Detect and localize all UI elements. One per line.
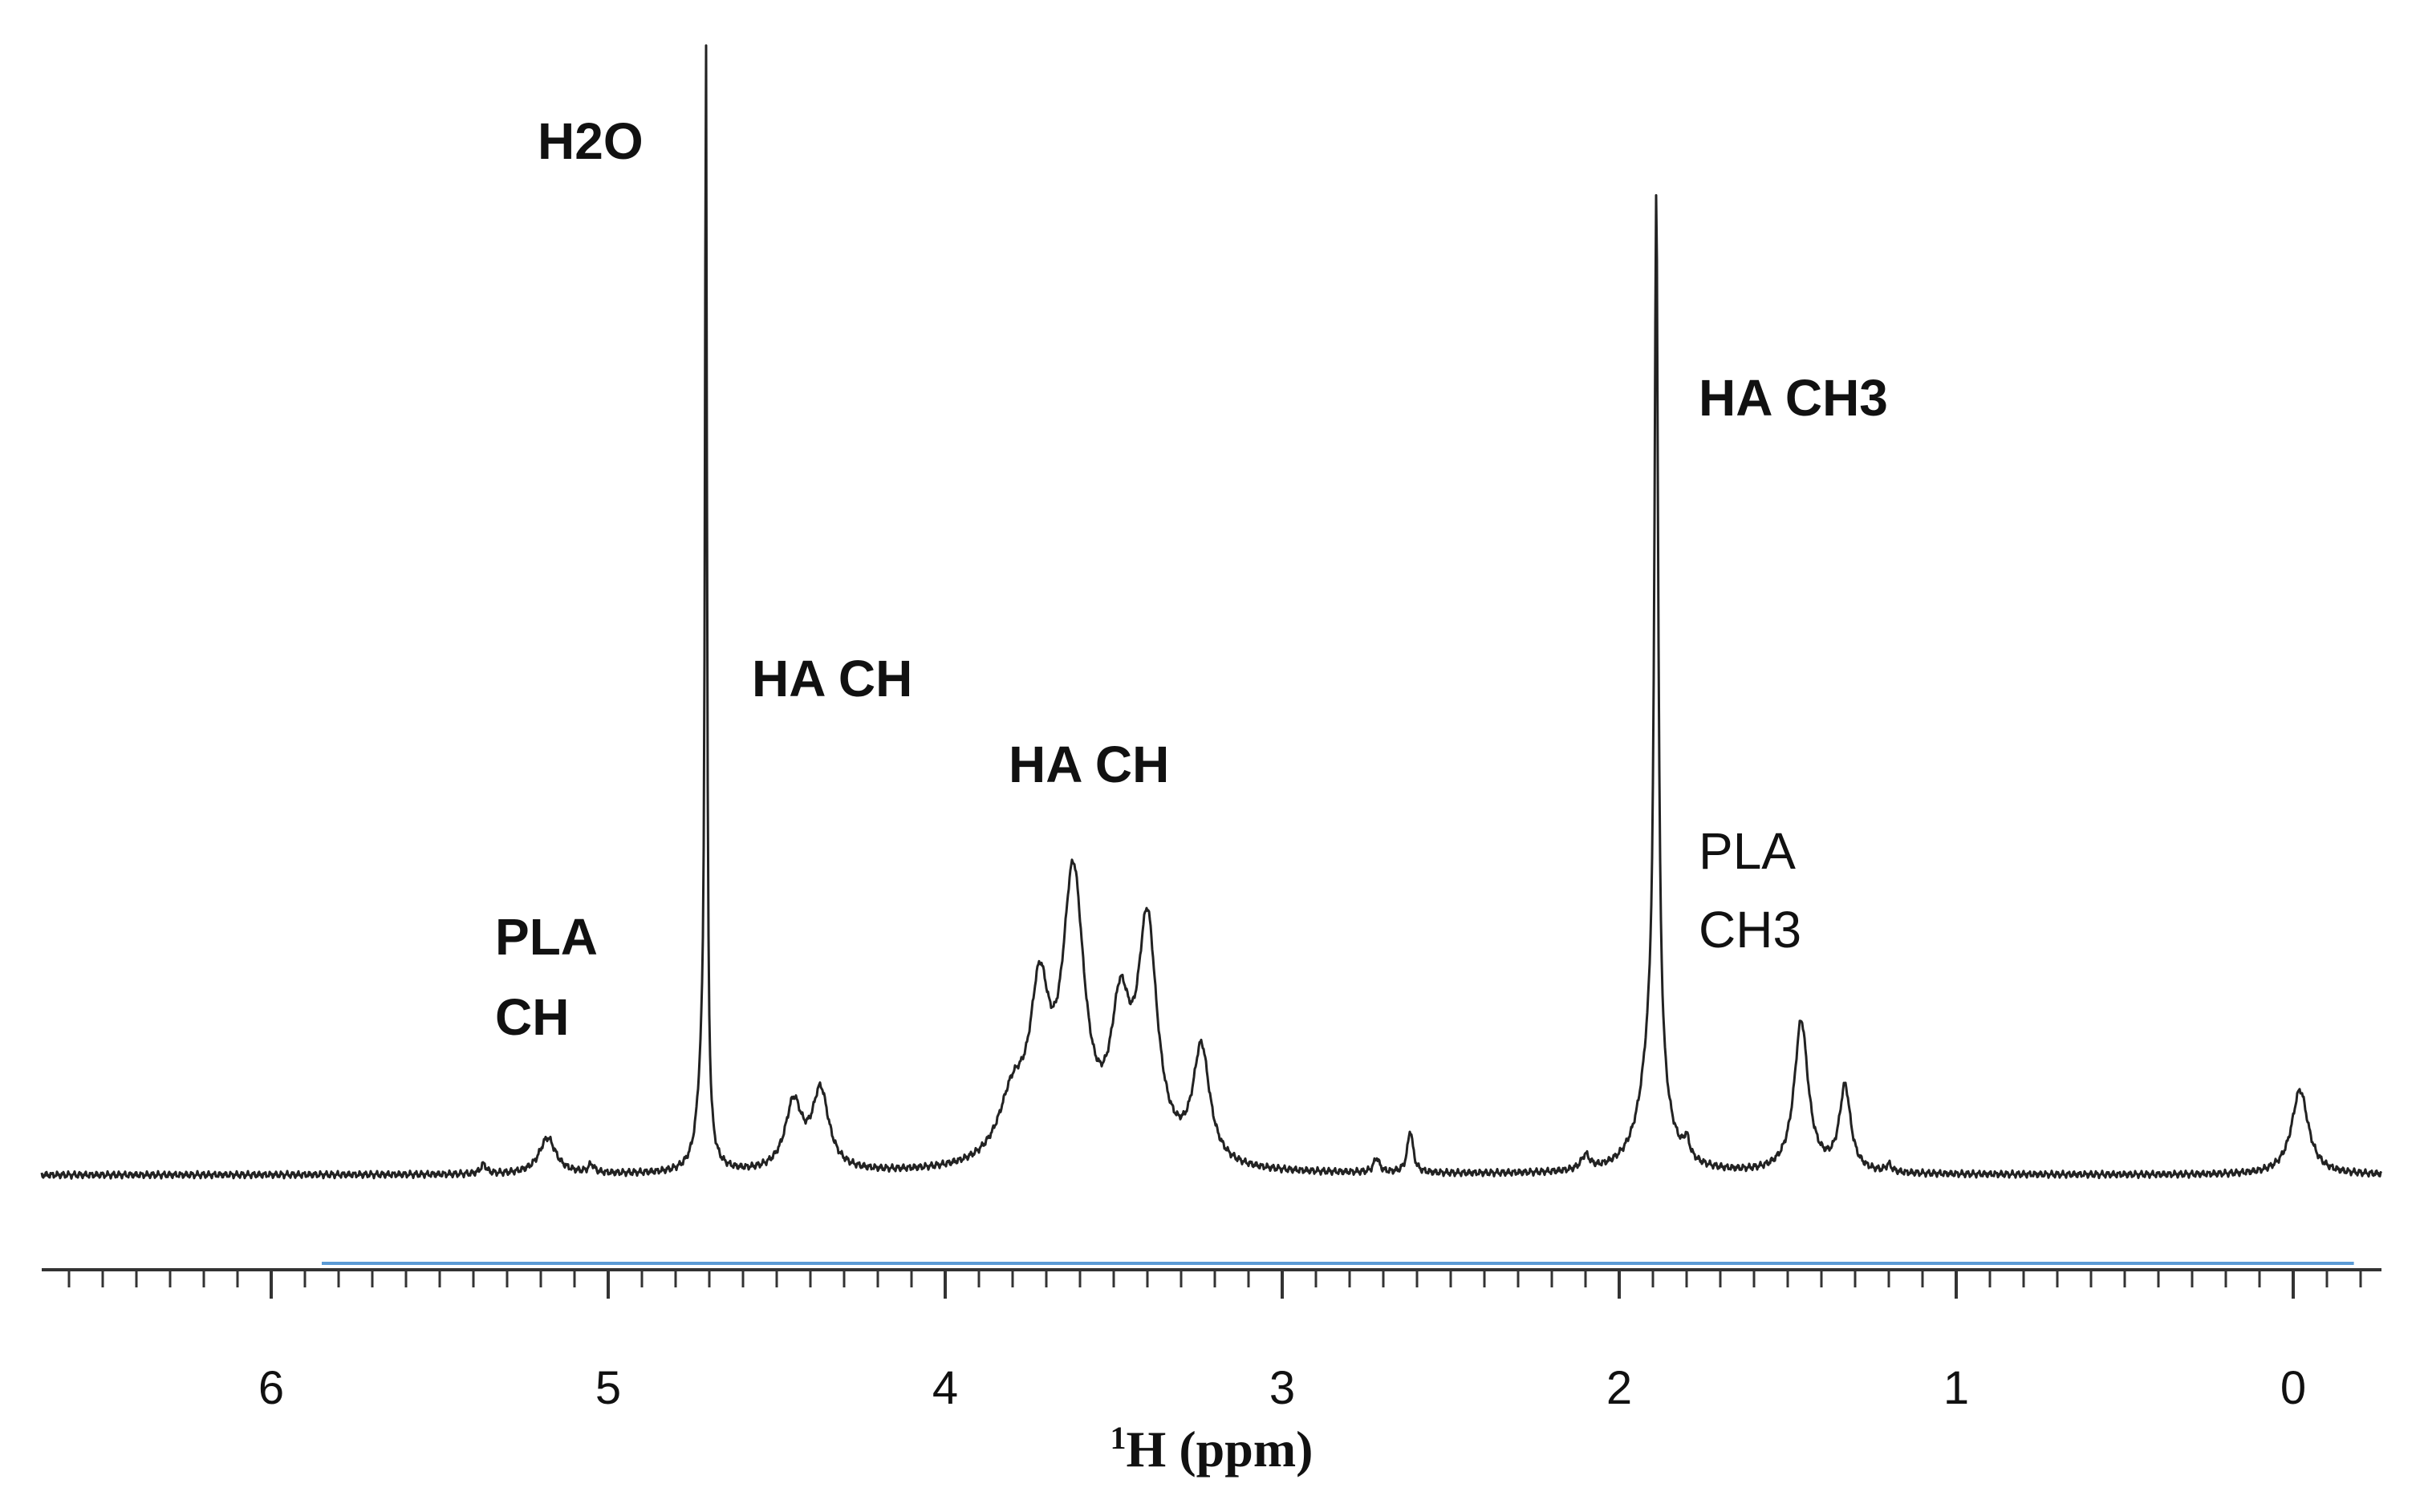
peak-label-line: H2O bbox=[538, 112, 644, 170]
peak-label-h2o: H2O bbox=[538, 112, 644, 170]
x-axis-tick-label: 2 bbox=[1606, 1362, 1632, 1414]
peak-label-pla-ch: PLA CH bbox=[495, 908, 598, 1046]
x-axis-title: 1H (ppm) bbox=[1110, 1420, 1314, 1478]
x-axis-tick-label: 3 bbox=[1269, 1362, 1295, 1414]
peak-label-line: HA CH3 bbox=[1699, 369, 1888, 427]
x-axis-tick-label: 6 bbox=[258, 1362, 284, 1414]
x-axis-tick-label: 5 bbox=[595, 1362, 621, 1414]
x-axis-tick-label: 0 bbox=[2280, 1362, 2306, 1414]
peak-label-line: PLA bbox=[1699, 822, 1796, 880]
x-axis-tick-labels: 6 5 4 3 2 1 0 bbox=[258, 1362, 2306, 1414]
peak-label-ha-ch-1: HA CH bbox=[752, 650, 912, 707]
peak-label-line: HA CH bbox=[752, 650, 912, 707]
peak-label-pla-ch3: PLA CH3 bbox=[1699, 822, 1801, 959]
peak-label-line: HA CH bbox=[1009, 736, 1169, 793]
x-axis-minor-ticks bbox=[67, 1270, 2362, 1287]
x-axis-tick-label: 4 bbox=[932, 1362, 958, 1414]
x-axis-major-ticks bbox=[270, 1270, 2295, 1299]
peak-label-line: CH3 bbox=[1699, 901, 1801, 959]
peak-label-line: PLA bbox=[495, 908, 598, 966]
spectrum-line bbox=[40, 44, 2383, 1180]
peak-label-ha-ch3: HA CH3 bbox=[1699, 369, 1888, 427]
x-axis-title-main: H (ppm) bbox=[1127, 1421, 1314, 1478]
peak-label-line: CH bbox=[495, 988, 569, 1046]
x-axis-tick-label: 1 bbox=[1943, 1362, 1969, 1414]
peak-labels: H2O HA CH HA CH PLA CH HA CH3 PLA CH3 bbox=[495, 112, 1888, 1046]
peak-label-ha-ch-2: HA CH bbox=[1009, 736, 1169, 793]
x-axis-title-superscript: 1 bbox=[1110, 1420, 1127, 1456]
